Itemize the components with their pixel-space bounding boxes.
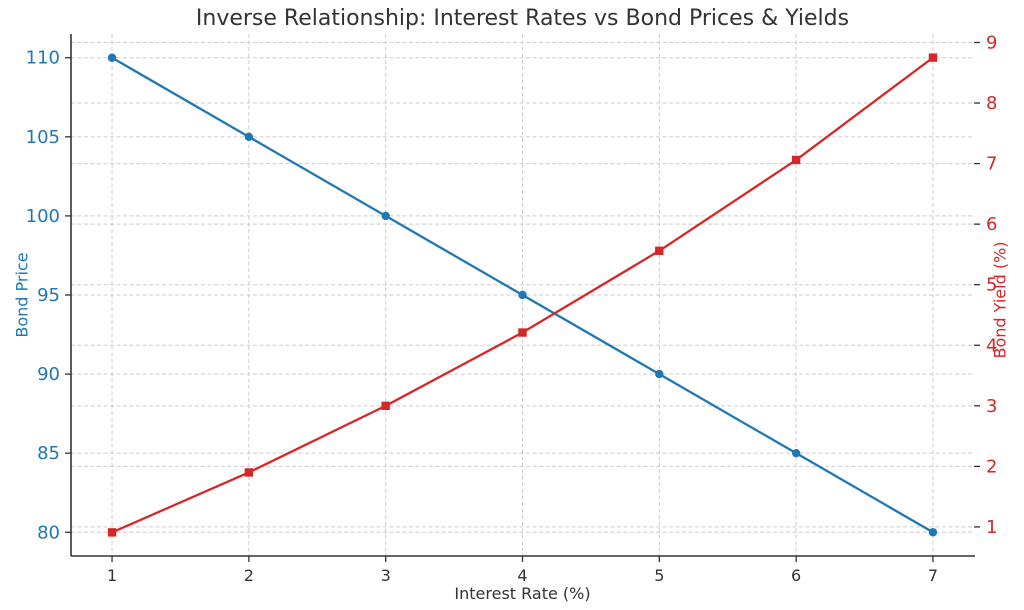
x-tick-label: 3 [381,566,391,585]
x-tick-label: 5 [654,566,664,585]
x-tick-label: 2 [244,566,254,585]
x-axis-title: Interest Rate (%) [454,584,591,603]
right-tick-label: 9 [986,32,997,53]
chart-title: Inverse Relationship: Interest Rates vs … [195,6,850,31]
data-point-circle [518,290,527,300]
data-point-square [107,528,117,537]
x-tick-label: 6 [791,566,801,585]
left-tick-label: 90 [37,364,60,385]
right-tick-label: 3 [986,396,997,417]
data-point-circle [107,53,117,62]
data-point-circle [928,528,938,537]
right-tick-label: 1 [986,517,997,538]
right-tick-label: 5 [986,275,997,296]
left-tick-label: 100 [26,206,60,227]
left-tick-label: 95 [37,285,60,306]
left-tick-label: 80 [37,522,60,543]
right-tick-label: 6 [986,214,997,235]
x-tick-label: 1 [107,566,117,585]
data-point-square [244,468,254,477]
right-tick-label: 2 [986,456,997,477]
x-tick-label: 7 [928,566,938,585]
right-tick-label: 8 [986,93,997,114]
left-tick-label: 85 [37,443,60,464]
data-point-circle [244,132,254,142]
x-tick-label: 4 [517,566,527,585]
left-tick-label: 105 [26,127,60,148]
data-point-square [518,328,527,337]
data-point-circle [381,211,390,221]
right-tick-label: 4 [986,335,997,356]
data-point-square [381,401,390,411]
data-point-circle [791,448,801,458]
data-point-square [928,53,938,62]
data-point-circle [655,369,664,379]
data-point-square [791,155,801,165]
data-point-square [655,246,664,255]
right-tick-label: 7 [986,154,997,175]
left-tick-label: 110 [26,48,60,69]
